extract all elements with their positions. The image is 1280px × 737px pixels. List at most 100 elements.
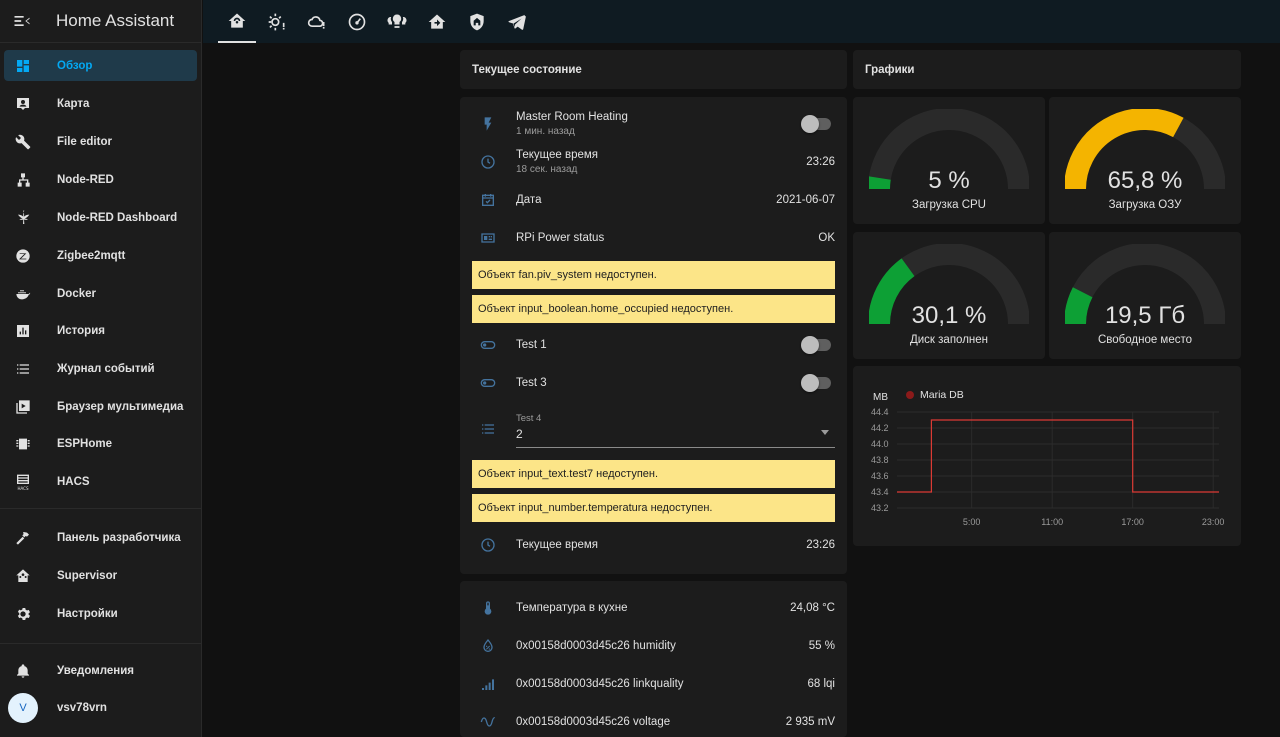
- sensors-card: Температура в кухне 24,08 °C 0x00158d000…: [460, 581, 847, 737]
- svg-text:HACS: HACS: [17, 486, 28, 491]
- gauge-card-disk-used[interactable]: 30,1 % Диск заполнен: [853, 232, 1045, 359]
- raspberry-pi-icon: [479, 229, 497, 247]
- test-4-select[interactable]: Test 4 2: [516, 410, 835, 448]
- tab-home-import[interactable]: [418, 0, 456, 43]
- sensor-row-kitchen-temp[interactable]: Температура в кухне 24,08 °C: [460, 589, 847, 627]
- calendar-check-icon: [479, 191, 497, 209]
- sidebar-item-esphome[interactable]: ESPHome: [4, 428, 197, 459]
- dashboard-icon: [13, 56, 33, 76]
- cog-icon: [13, 604, 33, 624]
- gauge-card-free-space[interactable]: 19,5 Гб Свободное место: [1049, 232, 1241, 359]
- sidebar-item-overview[interactable]: Обзор: [4, 50, 197, 81]
- sidebar-item-settings[interactable]: Настройки: [4, 598, 197, 629]
- warning-input-text: Объект input_text.test7 недоступен.: [472, 460, 835, 488]
- entity-value: OK: [818, 232, 835, 244]
- entity-row-test-1[interactable]: Test 1: [460, 326, 847, 364]
- entity-value: 23:26: [806, 539, 835, 551]
- sensor-row-humidity[interactable]: 0x00158d0003d45c26 humidity 55 %: [460, 627, 847, 665]
- entity-name: 0x00158d0003d45c26 voltage: [516, 716, 671, 728]
- entity-value: 55 %: [808, 640, 835, 652]
- y-tick-label: 44.2: [871, 423, 889, 433]
- entity-row-test-4: Test 4 2: [460, 410, 847, 448]
- gauge-cpu: [869, 109, 1029, 190]
- graphs-title: Графики: [865, 64, 915, 76]
- y-axis-label: MB: [873, 392, 888, 403]
- telegram-icon: [508, 14, 526, 30]
- legend-swatch: [906, 391, 914, 399]
- chip-icon: [13, 434, 33, 454]
- bell-icon: [13, 661, 33, 681]
- sensor-row-linkquality[interactable]: 0x00158d0003d45c26 linkquality 68 lqi: [460, 665, 847, 703]
- lightbulb-group-icon: [387, 14, 407, 28]
- sidebar-item-notifications[interactable]: Уведомления: [4, 655, 197, 686]
- tab-cloud-alert[interactable]: [298, 0, 336, 43]
- sidebar-item-map[interactable]: Карта: [4, 88, 197, 119]
- sensor-row-voltage[interactable]: 0x00158d0003d45c26 voltage 2 935 mV: [460, 703, 847, 737]
- sidebar-item-docker[interactable]: Docker: [4, 278, 197, 309]
- gauge-card-cpu[interactable]: 5 % Загрузка CPU: [853, 97, 1045, 224]
- tab-lights[interactable]: [378, 0, 416, 43]
- sidebar-item-logbook[interactable]: Журнал событий: [4, 353, 197, 384]
- sidebar-item-media-browser[interactable]: Браузер мультимедиа: [4, 391, 197, 422]
- entity-row-current-time-2[interactable]: Текущее время 23:26: [460, 526, 847, 564]
- view-tabs-bar: [203, 0, 1280, 43]
- test-1-toggle[interactable]: [801, 336, 831, 354]
- history-chart: 44.4 44.2 44.0 43.8 43.6 43.4 43.2 5:00 11:00 17…: [871, 389, 1224, 527]
- master-room-heating-toggle[interactable]: [801, 115, 831, 133]
- sidebar-item-history[interactable]: История: [4, 315, 197, 346]
- sidebar-item-hacs[interactable]: HACS HACS: [4, 466, 197, 497]
- status-title: Текущее состояние: [472, 64, 582, 76]
- tab-gauge[interactable]: [338, 0, 376, 43]
- sidebar-item-node-red[interactable]: Node-RED: [4, 164, 197, 195]
- chart-box-icon: [13, 321, 33, 341]
- status-entities-card: Master Room Heating 1 мин. назад Текущее…: [460, 97, 847, 574]
- gauge-value: 30,1 %: [911, 302, 987, 329]
- entity-row-test-3[interactable]: Test 3: [460, 364, 847, 402]
- y-tick-label: 43.4: [871, 487, 889, 497]
- sidebar-header: Home Assistant: [0, 0, 201, 43]
- tab-weather-alert[interactable]: [258, 0, 296, 43]
- series-line-maria-db: [897, 419, 1219, 493]
- gauge-card-ram[interactable]: 65,8 % Загрузка ОЗУ: [1049, 97, 1241, 224]
- home-automation-icon: [228, 13, 246, 28]
- toggle-knob: [801, 336, 819, 354]
- thermometer-icon: [479, 599, 497, 617]
- tab-telegram[interactable]: [498, 0, 536, 43]
- sidebar-item-supervisor[interactable]: Supervisor: [4, 560, 197, 591]
- sidebar-item-user[interactable]: V vsv78vrn: [4, 692, 197, 723]
- sidebar-item-zigbee2mqtt[interactable]: Zigbee2mqtt: [4, 240, 197, 271]
- entity-row-master-room-heating[interactable]: Master Room Heating 1 мин. назад: [460, 105, 847, 143]
- entity-row-date[interactable]: Дата 2021-06-07: [460, 181, 847, 219]
- entity-value: 2021-06-07: [776, 194, 835, 206]
- tab-home[interactable]: [218, 0, 256, 43]
- sidebar-item-node-red-dashboard[interactable]: Node-RED Dashboard: [4, 202, 197, 233]
- entity-last-changed: 18 сек. назад: [516, 164, 578, 175]
- water-percent-icon: [479, 637, 497, 655]
- entity-name: Текущее время: [516, 149, 599, 161]
- entity-name: Test 1: [516, 339, 547, 351]
- entity-name: Master Room Heating: [516, 111, 628, 123]
- warning-input-number: Объект input_number.temperatura недоступ…: [472, 494, 835, 522]
- sine-wave-icon: [479, 713, 497, 731]
- history-graph-card[interactable]: 44.4 44.2 44.0 43.8 43.6 43.4 43.2 5:00 11:00 17…: [853, 366, 1241, 546]
- entity-row-rpi-power[interactable]: RPi Power status OK: [460, 219, 847, 257]
- gauge-ram: [1065, 109, 1225, 190]
- chart-grid: [897, 411, 1219, 509]
- y-tick-label: 43.2: [871, 503, 889, 513]
- entity-name: Текущее время: [516, 539, 599, 551]
- legend-label[interactable]: Maria DB: [920, 389, 964, 401]
- warning-fan-piv-system: Объект fan.piv_system недоступен.: [472, 261, 835, 289]
- format-list-bulleted-icon: [479, 420, 497, 438]
- sidebar-item-file-editor[interactable]: File editor: [4, 126, 197, 157]
- entity-name: 0x00158d0003d45c26 linkquality: [516, 678, 684, 690]
- menu-open-icon[interactable]: [12, 11, 32, 31]
- entity-value: 68 lqi: [807, 678, 836, 690]
- test-3-toggle[interactable]: [801, 374, 831, 392]
- sidebar-item-developer-tools[interactable]: Панель разработчика: [4, 522, 197, 553]
- weather-sunny-alert-icon: [268, 13, 285, 30]
- tab-security[interactable]: [458, 0, 496, 43]
- format-list-icon: [13, 359, 33, 379]
- x-tick-label: 5:00: [963, 517, 981, 527]
- entity-row-current-time[interactable]: Текущее время 18 сек. назад 23:26: [460, 143, 847, 181]
